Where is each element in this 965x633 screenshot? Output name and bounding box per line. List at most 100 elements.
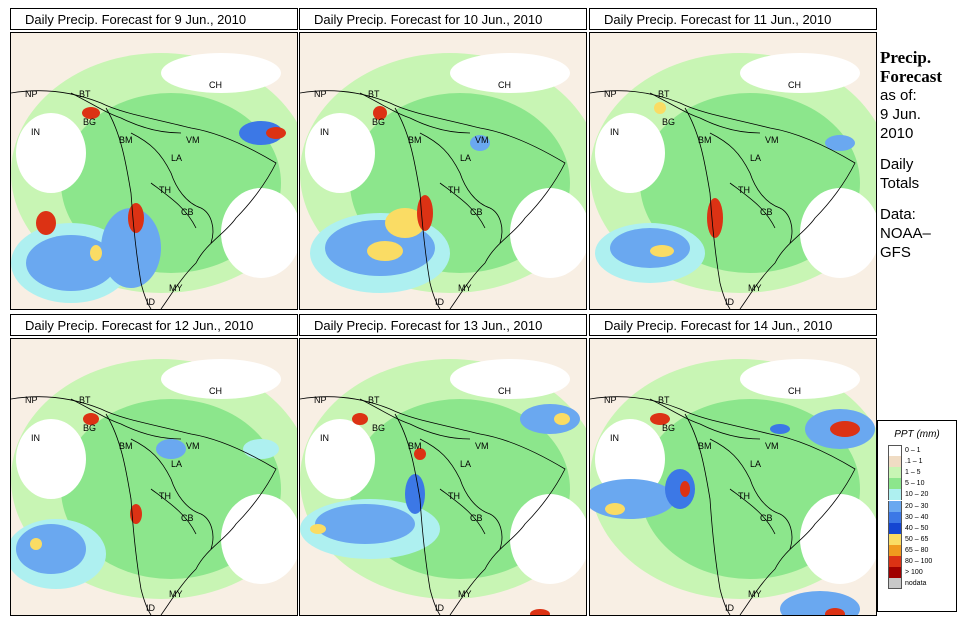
forecast-panel-4: Daily Precip. Forecast for 12 Jun., 2010… <box>10 314 298 616</box>
rain-cell <box>414 448 426 460</box>
country-border <box>419 132 503 244</box>
country-label-my: MY <box>458 589 472 599</box>
rain-cell <box>239 121 283 145</box>
precip-legend: PPT (mm) 0 – 1 .1 – 1 1 – 5 5 – 10 10 – 20 20… <box>877 420 957 612</box>
rain-cell <box>680 481 690 497</box>
rain-cell <box>101 208 161 288</box>
country-label-bg: BG <box>83 117 96 127</box>
dry-area <box>161 53 281 93</box>
country-label-in: IN <box>31 127 40 137</box>
legend-item: .1 – 1 <box>888 456 956 468</box>
panel-title: Daily Precip. Forecast for 10 Jun., 2010 <box>299 8 587 30</box>
totals-label: Totals <box>880 175 920 192</box>
legend-item: 65 – 80 <box>888 544 956 556</box>
country-label-np: NP <box>314 395 327 405</box>
rain-cell <box>385 208 425 238</box>
dry-area <box>510 494 586 584</box>
legend-item: nodata <box>888 578 956 590</box>
legend-swatch <box>888 456 902 468</box>
dry-area <box>740 359 860 399</box>
data-source-1: NOAA– <box>880 225 931 242</box>
rain-cell <box>16 524 86 574</box>
coastline <box>11 396 277 615</box>
country-label-np: NP <box>604 395 617 405</box>
country-label-th: TH <box>448 491 460 501</box>
rain-cell <box>707 198 723 238</box>
as-of-year: 2010 <box>880 125 914 142</box>
rain-cell <box>130 504 142 524</box>
country-label-bg: BG <box>662 117 675 127</box>
legend-item: > 100 <box>888 567 956 579</box>
legend-label: 30 – 40 <box>905 513 929 521</box>
legend-swatch <box>888 555 902 567</box>
rain-cell <box>310 524 326 534</box>
coastline <box>300 396 566 615</box>
legend-item: 40 – 50 <box>888 522 956 534</box>
rain-cell <box>654 102 666 114</box>
country-label-in: IN <box>320 433 329 443</box>
country-border <box>130 438 214 550</box>
precip-map: NP BT IN BG CH BM VM LA TH CB MY ID <box>299 32 587 310</box>
country-border <box>150 182 197 229</box>
country-label-cb: CB <box>181 513 194 523</box>
country-label-id: ID <box>146 603 156 613</box>
country-label-vm: VM <box>186 135 200 145</box>
rain-cell <box>243 439 279 459</box>
country-label-cb: CB <box>470 513 483 523</box>
country-label-in: IN <box>31 433 40 443</box>
map-svg: NP BT IN BG CH BM VM LA TH CB MY ID <box>590 33 876 309</box>
country-label-ch: CH <box>498 80 511 90</box>
map-svg: NP BT IN BG CH BM VM LA TH CB MY ID <box>300 33 586 309</box>
rain-cell <box>36 211 56 235</box>
dry-area <box>800 494 876 584</box>
country-label-my: MY <box>748 589 762 599</box>
rain-cell <box>825 135 855 151</box>
rain-cell <box>156 439 186 459</box>
country-border <box>649 398 761 440</box>
rain-cell <box>82 107 100 119</box>
country-label-ch: CH <box>209 386 222 396</box>
legend-label: 0 – 1 <box>905 447 921 455</box>
legend-swatch <box>888 500 902 512</box>
country-border <box>130 132 214 244</box>
country-border <box>359 398 471 440</box>
dry-area <box>800 188 876 278</box>
dry-area <box>595 419 665 499</box>
country-label-my: MY <box>458 283 472 293</box>
legend-swatch <box>888 445 902 457</box>
country-border <box>359 92 471 134</box>
legend-item: 80 – 100 <box>888 555 956 567</box>
country-label-bt: BT <box>658 89 670 99</box>
precip-map: NP BT IN BG CH BM VM LA TH CB MY ID <box>299 338 587 616</box>
country-border <box>709 132 793 244</box>
coastline <box>11 90 277 309</box>
map-svg: NP BT IN BG CH BM VM LA TH CB MY ID <box>590 339 876 615</box>
country-label-vm: VM <box>765 441 779 451</box>
as-of-label: as of: <box>880 87 917 104</box>
rain-cell <box>770 424 790 434</box>
panel-title: Daily Precip. Forecast for 13 Jun., 2010 <box>299 314 587 336</box>
rain-cell <box>605 503 625 515</box>
country-label-vm: VM <box>475 135 489 145</box>
legend-swatch <box>888 478 902 490</box>
rain-cell <box>520 404 580 434</box>
forecast-panel-2: Daily Precip. Forecast for 10 Jun., 2010… <box>299 8 587 310</box>
country-label-th: TH <box>738 491 750 501</box>
dry-area <box>161 359 281 399</box>
country-label-ch: CH <box>788 386 801 396</box>
map-svg: NP BT IN BG CH BM VM LA TH CB MY ID <box>11 339 297 615</box>
legend-label: 65 – 80 <box>905 546 929 554</box>
country-label-in: IN <box>610 433 619 443</box>
side-annotation: Precip. Forecast as of: 9 Jun. 2010 Dail… <box>880 48 962 262</box>
country-border <box>729 488 776 535</box>
legend-label: > 100 <box>905 569 923 577</box>
country-label-la: LA <box>460 153 471 163</box>
rain-cell <box>650 245 674 257</box>
coastline <box>300 90 566 309</box>
country-label-la: LA <box>750 153 761 163</box>
data-source-2: GFS <box>880 244 911 261</box>
country-label-np: NP <box>604 89 617 99</box>
legend-label: 20 – 30 <box>905 502 929 510</box>
legend-swatch <box>888 544 902 556</box>
legend-item: 50 – 65 <box>888 533 956 545</box>
